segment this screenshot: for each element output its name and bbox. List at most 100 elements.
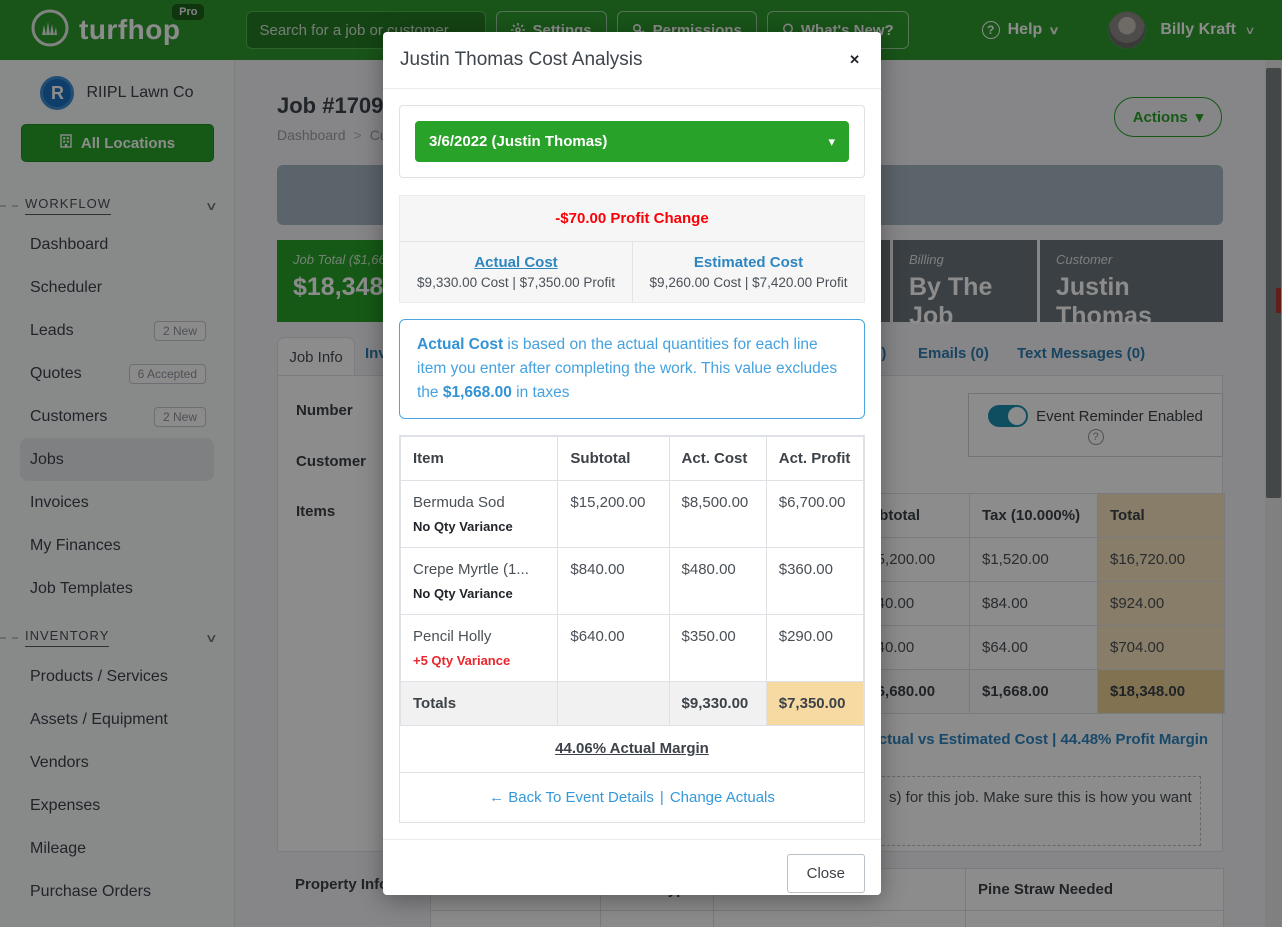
cost-margin-link[interactable]: Actual vs Estimated Cost | 44.48% Profit…	[867, 731, 1209, 748]
leads-badge: 2 New	[153, 320, 206, 341]
job-notice-text: s) for this job. Make sure this is how y…	[889, 789, 1192, 806]
chevron-down-icon: ∨	[1048, 24, 1060, 37]
profit-summary-box: -$70.00 Profit Change Actual Cost $9,330…	[399, 195, 865, 303]
page-scrollbar[interactable]	[1265, 60, 1282, 927]
modal-links-row: ← Back To Event Details | Change Actuals	[400, 772, 864, 822]
actual-cost-link[interactable]: Actual Cost	[474, 254, 558, 271]
actions-button[interactable]: Actions ▾	[1114, 97, 1222, 137]
event-select-container: 3/6/2022 (Justin Thomas) ▾	[399, 105, 865, 178]
customer-value: Justin Thomas	[1056, 273, 1152, 330]
sidebar-item-assets-equipment[interactable]: Assets / Equipment	[20, 698, 214, 741]
sidebar-item-mileage[interactable]: Mileage	[20, 827, 214, 870]
back-to-event-details-link[interactable]: ← Back To Event Details	[489, 789, 654, 807]
sidebar-item-label: Invoices	[30, 493, 89, 511]
close-icon[interactable]: ✕	[849, 52, 860, 67]
table-row	[430, 910, 1224, 927]
close-button[interactable]: Close	[786, 854, 865, 894]
change-actuals-link[interactable]: Change Actuals	[669, 789, 775, 807]
item-variance: No Qty Variance	[413, 519, 513, 535]
actual-margin-link[interactable]: 44.06% Actual Margin	[555, 740, 709, 758]
job-total-label: Job Total ($1,668.	[293, 252, 397, 267]
links-separator: |	[659, 789, 664, 807]
sidebar-item-label: Expenses	[30, 796, 101, 814]
field-label-customer: Customer	[296, 453, 367, 470]
sidebar-section-workflow[interactable]: WORKFLOW ∨	[0, 196, 218, 215]
cell-tax: $64.00	[969, 625, 1098, 670]
scrollbar-marker	[1276, 288, 1281, 313]
tab-emails[interactable]: Emails (0)	[918, 345, 989, 362]
all-locations-button[interactable]: All Locations	[20, 124, 214, 162]
brand-logo[interactable]: turfhop Pro	[30, 3, 205, 53]
user-chevron-down-icon[interactable]: ∨	[1244, 24, 1256, 37]
sidebar-item-label: Leads	[30, 321, 74, 339]
event-reminder-label: Event Reminder Enabled	[1036, 407, 1203, 425]
info-text: in taxes	[511, 384, 570, 402]
item-name: Crepe Myrtle (1...	[413, 561, 529, 579]
modal-footer: Close	[383, 839, 881, 907]
sidebar-item-customers[interactable]: Customers 2 New	[20, 395, 214, 438]
col-act-profit: Act. Profit	[765, 436, 865, 482]
sidebar-item-expenses[interactable]: Expenses	[20, 784, 214, 827]
help-label: Help	[1007, 21, 1043, 38]
scrollbar-thumb[interactable]	[1266, 68, 1281, 498]
toggle-knob	[1008, 407, 1027, 425]
sidebar-item-vendors[interactable]: Vendors	[20, 741, 214, 784]
col-item: Item	[399, 436, 559, 482]
cell-act-cost: $350.00	[668, 614, 767, 683]
sidebar-item-purchase-orders[interactable]: Purchase Orders	[20, 870, 214, 913]
quotes-badge: 6 Accepted	[128, 363, 206, 384]
company-avatar: R	[40, 76, 75, 110]
tab-job-info[interactable]: Job Info	[277, 337, 355, 376]
cell-total: $924.00	[1097, 581, 1225, 626]
modal-body: 3/6/2022 (Justin Thomas) ▾ -$70.00 Profi…	[383, 89, 881, 839]
sidebar-item-scheduler[interactable]: Scheduler	[20, 266, 214, 309]
col-act-cost: Act. Cost	[668, 436, 767, 482]
user-name: Billy Kraft	[1160, 21, 1236, 38]
actual-cost-detail: $9,330.00 Cost | $7,350.00 Profit	[417, 275, 615, 290]
sidebar-item-products-services[interactable]: Products / Services	[20, 655, 214, 698]
cost-analysis-table: Item Subtotal Act. Cost Act. Profit Berm…	[399, 436, 865, 727]
company-header: R RIIPL Lawn Co	[0, 76, 234, 110]
caret-down-icon: ▾	[828, 133, 835, 149]
breadcrumb-dashboard[interactable]: Dashboard	[277, 127, 346, 143]
tab-invoices[interactable]: Inv	[365, 345, 387, 362]
sidebar-section-inventory[interactable]: INVENTORY ∨	[0, 628, 218, 647]
sidebar-item-quotes[interactable]: Quotes 6 Accepted	[20, 352, 214, 395]
cell-tax-total: $1,668.00	[969, 669, 1098, 714]
table-row: Crepe Myrtle (1... No Qty Variance $840.…	[399, 547, 865, 616]
customers-badge: 2 New	[153, 406, 206, 427]
sidebar-item-dashboard[interactable]: Dashboard	[20, 223, 214, 266]
cell-subtotal: $840.00	[557, 547, 670, 616]
navbar-right: ? Help ∨ Billy Kraft ∨	[981, 11, 1256, 49]
modal-title: Justin Thomas Cost Analysis	[400, 49, 643, 70]
customer-label: Customer	[1056, 252, 1113, 267]
event-select[interactable]: 3/6/2022 (Justin Thomas) ▾	[415, 121, 849, 162]
inventory-section-label: INVENTORY	[25, 628, 110, 647]
event-select-value: 3/6/2022 (Justin Thomas)	[429, 133, 608, 150]
question-icon[interactable]: ?	[1087, 429, 1104, 445]
user-avatar[interactable]	[1108, 11, 1147, 49]
sidebar-item-my-finances[interactable]: My Finances	[20, 524, 214, 567]
cell-subtotal: $640.00	[557, 614, 670, 683]
estimated-cost-column: Estimated Cost $9,260.00 Cost | $7,420.0…	[632, 242, 864, 302]
help-menu[interactable]: ? Help ∨	[981, 21, 1060, 39]
sidebar-item-job-templates[interactable]: Job Templates	[20, 567, 214, 610]
page-title: Job #17093	[277, 93, 396, 118]
sidebar-item-label: Job Templates	[30, 579, 133, 597]
customer-card: Customer Justin Thomas	[1040, 240, 1223, 330]
sidebar-item-leads[interactable]: Leads 2 New	[20, 309, 214, 352]
cost-analysis-modal: Justin Thomas Cost Analysis ✕ 3/6/2022 (…	[383, 32, 881, 895]
help-icon: ?	[981, 21, 1000, 39]
sidebar-item-jobs[interactable]: Jobs	[20, 438, 214, 481]
estimated-cost-link[interactable]: Estimated Cost	[693, 254, 804, 271]
sidebar-item-label: Jobs	[30, 450, 64, 468]
building-icon	[59, 134, 73, 152]
field-label-number: Number	[296, 402, 353, 419]
cell-act-profit: $6,700.00	[765, 480, 865, 549]
tab-text-messages[interactable]: Text Messages (0)	[1017, 345, 1146, 362]
event-reminder-toggle[interactable]	[988, 405, 1029, 427]
breadcrumb-separator: >	[353, 127, 362, 143]
sidebar-item-invoices[interactable]: Invoices	[20, 481, 214, 524]
turfhop-logo-icon	[30, 8, 70, 53]
